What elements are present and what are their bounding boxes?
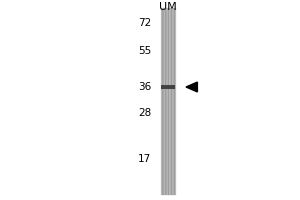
Bar bbox=[160, 85, 175, 89]
Text: 55: 55 bbox=[138, 46, 152, 56]
Text: UM: UM bbox=[159, 2, 177, 12]
Text: 36: 36 bbox=[138, 82, 152, 92]
Bar bbox=[162, 8, 174, 194]
Text: 72: 72 bbox=[138, 18, 152, 28]
Bar bbox=[160, 8, 175, 194]
Text: 17: 17 bbox=[138, 154, 152, 164]
Text: 28: 28 bbox=[138, 108, 152, 118]
Polygon shape bbox=[186, 82, 197, 92]
